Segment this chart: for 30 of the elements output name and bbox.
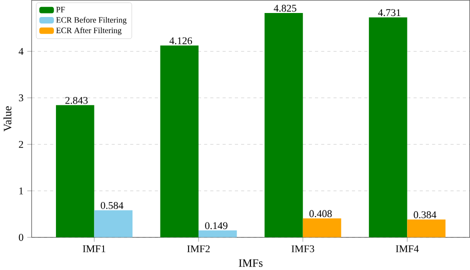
y-axis-title: Value	[3, 106, 12, 132]
bar	[198, 230, 237, 238]
y-tick-label: 2	[18, 140, 24, 148]
x-tick-label: IMF4	[396, 245, 419, 252]
x-tick-label: IMF1	[82, 245, 106, 252]
data-label: 2.843	[65, 96, 88, 104]
bar	[160, 45, 199, 238]
bar	[56, 105, 94, 238]
bar	[94, 210, 133, 238]
bar	[407, 219, 446, 238]
data-label: 0.408	[309, 210, 332, 218]
legend-label: ECR Before Filtering	[56, 16, 127, 24]
data-label: 4.731	[378, 9, 400, 16]
data-label: 0.384	[414, 211, 436, 218]
data-label: 4.126	[169, 37, 192, 44]
y-tick-label: 1	[19, 187, 24, 194]
x-axis-title: IMFs	[238, 259, 263, 267]
bar	[368, 17, 408, 238]
legend-label: PF	[56, 6, 65, 12]
legend-label: ECR After Filtering	[56, 27, 122, 35]
y-tick-label: 0	[18, 234, 24, 241]
x-tick-label: IMF2	[187, 245, 210, 252]
bar	[302, 218, 342, 238]
data-label: 0.584	[100, 202, 124, 209]
data-label: 4.825	[274, 4, 296, 12]
x-tick-label: IMF3	[292, 245, 314, 252]
y-tick-label: 3	[18, 94, 24, 102]
bar	[264, 12, 303, 238]
data-label: 0.149	[205, 222, 228, 230]
y-tick-label: 4	[18, 48, 24, 55]
